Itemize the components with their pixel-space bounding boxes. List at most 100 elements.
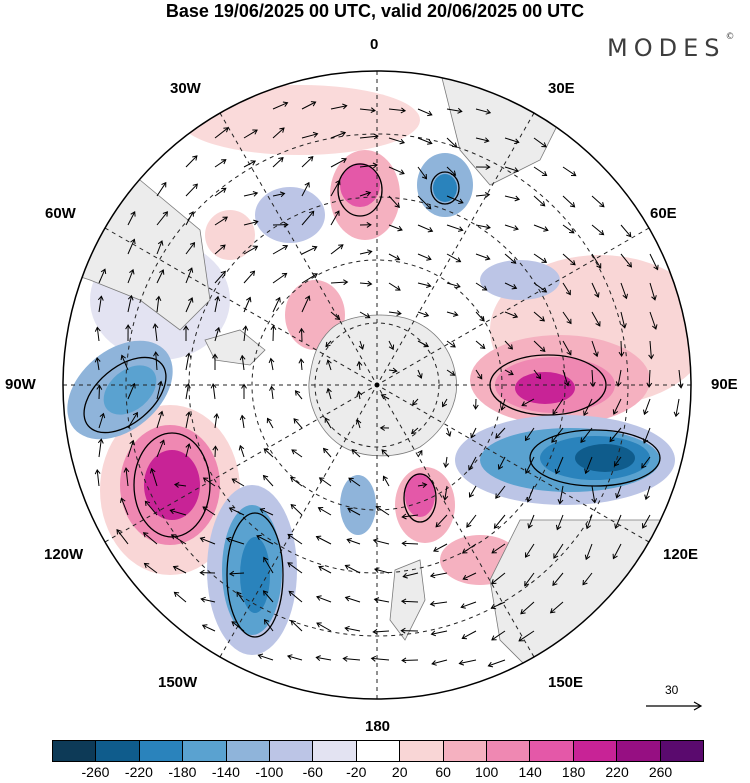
wind-arrow-head (286, 654, 293, 660)
wind-arrow (290, 477, 303, 487)
polar-map (62, 70, 692, 700)
wind-arrow-head (367, 249, 373, 256)
colorbar-tick-label: 20 (391, 764, 408, 780)
wind-arrow-head (396, 310, 402, 316)
wind-arrow (388, 108, 406, 112)
colorbar-tick-label: 100 (474, 764, 499, 780)
wind-arrow-head (591, 498, 598, 504)
wind-arrow (675, 398, 680, 417)
wind-arrow-head (318, 565, 324, 571)
wind-arrow (562, 224, 575, 234)
wind-arrow (256, 535, 274, 545)
wind-arrow (272, 127, 285, 139)
wind-arrow (359, 108, 376, 112)
wind-arrow-head (479, 316, 485, 322)
wind-arrow (373, 539, 390, 545)
reference-vector-arrow (646, 701, 703, 711)
wind-arrow (446, 369, 455, 376)
wind-arrow-head (402, 572, 408, 579)
wind-arrow (359, 135, 378, 139)
wind-arrow-head (470, 432, 476, 439)
wind-arrow (459, 659, 477, 664)
wind-arrow-head (97, 295, 104, 301)
wind-arrow (359, 311, 370, 319)
wind-arrow (643, 398, 651, 415)
wind-arrow (504, 282, 517, 289)
wind-arrow (616, 485, 622, 498)
wind-arrow-head (189, 241, 196, 248)
colorbar-segment (270, 741, 314, 761)
wind-arrow-head (452, 311, 459, 317)
wind-arrow (301, 133, 318, 139)
wind-arrow-head (223, 127, 229, 133)
wind-arrow-head (188, 211, 194, 217)
wind-arrow (373, 630, 390, 633)
wind-arrow (127, 383, 135, 400)
wind-arrow-head (480, 343, 486, 350)
wind-arrow (462, 630, 477, 639)
wind-arrow-head (291, 449, 297, 455)
lon-label-120w: 120W (44, 546, 84, 563)
wind-arrow (96, 469, 100, 487)
wind-arrow-head (162, 211, 168, 217)
wind-arrow-head (500, 405, 506, 411)
wind-arrow (527, 485, 535, 502)
wind-arrow-head (651, 295, 657, 301)
wind-arrow-head (290, 503, 296, 510)
wind-arrow-head (513, 167, 519, 173)
wind-arrow-head (524, 435, 531, 442)
wind-arrow (614, 456, 622, 467)
wind-arrow-head (281, 272, 288, 278)
wind-arrow (345, 564, 361, 574)
wind-arrow-head (94, 356, 101, 363)
wind-arrow-head (340, 131, 347, 137)
wind-arrow-head (397, 225, 403, 232)
wind-arrow (316, 656, 332, 661)
wind-arrow (359, 250, 372, 255)
wind-arrow (475, 340, 486, 349)
wind-arrow (417, 195, 432, 210)
wind-arrow-head (326, 359, 332, 365)
wind-arrow (214, 187, 227, 197)
wind-arrow (272, 245, 288, 255)
colorbar-segment (443, 741, 488, 761)
wind-arrow (295, 390, 303, 400)
wind-arrow (170, 509, 187, 516)
colorbar-tick-label: -180 (168, 764, 197, 780)
wind-arrow-head (400, 598, 407, 605)
wind-arrow (620, 253, 632, 268)
wind-arrow-head (599, 202, 605, 208)
wind-arrow (330, 158, 347, 168)
wind-arrow-head (382, 475, 388, 482)
wind-arrow-head (308, 156, 314, 162)
wind-arrow-head (520, 608, 526, 615)
wind-arrow-head (129, 268, 135, 275)
wind-arrow (127, 239, 135, 255)
wind-arrow-head (553, 553, 559, 559)
wind-arrow (388, 224, 403, 231)
wind-arrow (347, 539, 361, 545)
wind-arrow-head (309, 210, 315, 217)
wind-arrow-head (213, 413, 220, 419)
wind-arrow (291, 449, 303, 458)
wind-arrow-head (253, 219, 259, 226)
wind-arrow (591, 253, 602, 269)
lon-label-120e: 120E (663, 546, 699, 563)
wind-arrow (201, 598, 216, 603)
wind-arrow-head (311, 245, 318, 252)
wind-arrow-head (570, 171, 577, 177)
wind-arrow (649, 282, 656, 300)
wind-arrow (272, 157, 284, 168)
wind-arrow-head (551, 437, 557, 443)
wind-arrow-head (324, 417, 330, 423)
colorbar-tick-label: 140 (518, 764, 542, 780)
wind-arrow-head (582, 579, 588, 586)
colorbar-tick-label: -100 (255, 764, 284, 780)
wind-arrow-head (214, 295, 221, 302)
wind-arrow-head (256, 534, 262, 541)
wind-arrow (359, 282, 372, 285)
wind-arrow-head (493, 523, 500, 529)
wind-arrow-head (239, 414, 246, 421)
wind-arrow (466, 514, 477, 528)
wind-arrow-head (155, 295, 162, 302)
